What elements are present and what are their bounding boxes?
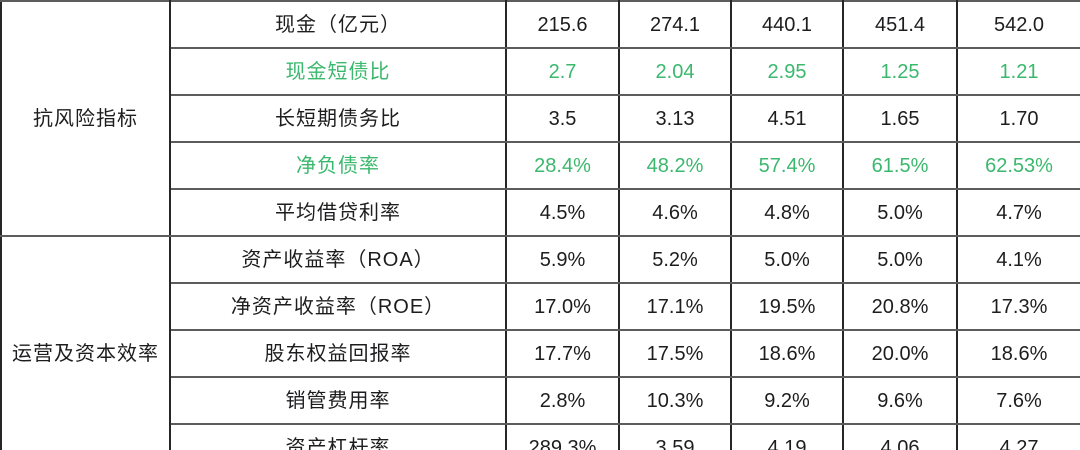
value-cell: 3.5	[505, 94, 620, 143]
category-cell: 抗风险指标	[0, 0, 171, 237]
value-cell: 4.8%	[730, 188, 844, 237]
value-cell: 20.0%	[842, 329, 958, 378]
value-cell: 440.1	[730, 0, 844, 49]
category-cell: 运营及资本效率	[0, 235, 171, 450]
value-cell: 4.06	[842, 423, 958, 450]
value-cell: 7.6%	[956, 376, 1080, 425]
value-cell: 17.7%	[505, 329, 620, 378]
value-cell: 57.4%	[730, 141, 844, 190]
metric-name-cell: 股东权益回报率	[169, 329, 507, 378]
value-cell: 18.6%	[956, 329, 1080, 378]
value-cell: 4.5%	[505, 188, 620, 237]
value-cell: 289.3%	[505, 423, 620, 450]
value-cell: 5.0%	[730, 235, 844, 284]
table-row: 销管费用率 2.8% 10.3% 9.2% 9.6% 7.6%	[1, 376, 1080, 425]
table-row: 运营及资本效率 资产收益率（ROA） 5.9% 5.2% 5.0% 5.0% 4.1%	[0, 235, 1080, 450]
value-cell: 451.4	[842, 0, 958, 49]
value-cell: 9.6%	[842, 376, 958, 425]
value-cell: 17.1%	[618, 282, 732, 331]
metric-name-cell: 平均借贷利率	[169, 188, 507, 237]
value-cell: 4.6%	[618, 188, 732, 237]
table-row: 抗风险指标 现金（亿元） 215.6 274.1 440.1 451.4 542.0	[0, 0, 1080, 237]
table-row: 资产杠杆率 289.3% 3.59 4.19 4.06 4.27	[1, 423, 1080, 450]
table-row: 长短期债务比 3.5 3.13 4.51 1.65 1.70	[1, 94, 1080, 143]
metric-name-cell: 净负债率	[169, 141, 507, 190]
value-cell: 4.1%	[956, 235, 1080, 284]
value-cell: 17.0%	[505, 282, 620, 331]
value-cell: 1.25	[842, 47, 958, 96]
value-cell: 5.9%	[505, 235, 620, 284]
metric-name-cell: 销管费用率	[169, 376, 507, 425]
value-cell: 17.3%	[956, 282, 1080, 331]
value-cell: 215.6	[505, 0, 620, 49]
value-cell: 19.5%	[730, 282, 844, 331]
value-cell: 10.3%	[618, 376, 732, 425]
value-cell: 1.70	[956, 94, 1080, 143]
value-cell: 62.53%	[956, 141, 1080, 190]
value-cell: 18.6%	[730, 329, 844, 378]
metric-name-cell: 现金（亿元）	[169, 0, 507, 49]
metric-name-cell: 资产收益率（ROA）	[169, 235, 507, 284]
value-cell: 48.2%	[618, 141, 732, 190]
value-cell: 17.5%	[618, 329, 732, 378]
metric-name-cell: 现金短债比	[169, 47, 507, 96]
table-row: 净负债率 28.4% 48.2% 57.4% 61.5% 62.53%	[1, 141, 1080, 190]
value-cell: 28.4%	[505, 141, 620, 190]
value-cell: 5.2%	[618, 235, 732, 284]
value-cell: 542.0	[956, 0, 1080, 49]
value-cell: 9.2%	[730, 376, 844, 425]
table-row: 现金短债比 2.7 2.04 2.95 1.25 1.21	[1, 47, 1080, 96]
value-cell: 20.8%	[842, 282, 958, 331]
value-cell: 2.04	[618, 47, 732, 96]
value-cell: 1.21	[956, 47, 1080, 96]
metric-name-cell: 净资产收益率（ROE）	[169, 282, 507, 331]
value-cell: 61.5%	[842, 141, 958, 190]
table-row: 净资产收益率（ROE） 17.0% 17.1% 19.5% 20.8% 17.3%	[1, 282, 1080, 331]
value-cell: 274.1	[618, 0, 732, 49]
table-row: 平均借贷利率 4.5% 4.6% 4.8% 5.0% 4.7%	[1, 188, 1080, 237]
value-cell: 2.7	[505, 47, 620, 96]
value-cell: 1.65	[842, 94, 958, 143]
value-cell: 5.0%	[842, 188, 958, 237]
value-cell: 4.51	[730, 94, 844, 143]
value-cell: 4.19	[730, 423, 844, 450]
metric-name-cell: 资产杠杆率	[169, 423, 507, 450]
table-row: 股东权益回报率 17.7% 17.5% 18.6% 20.0% 18.6%	[1, 329, 1080, 378]
metric-name-cell: 长短期债务比	[169, 94, 507, 143]
value-cell: 5.0%	[842, 235, 958, 284]
value-cell: 3.59	[618, 423, 732, 450]
value-cell: 2.95	[730, 47, 844, 96]
value-cell: 4.7%	[956, 188, 1080, 237]
value-cell: 2.8%	[505, 376, 620, 425]
value-cell: 3.13	[618, 94, 732, 143]
value-cell: 4.27	[956, 423, 1080, 450]
